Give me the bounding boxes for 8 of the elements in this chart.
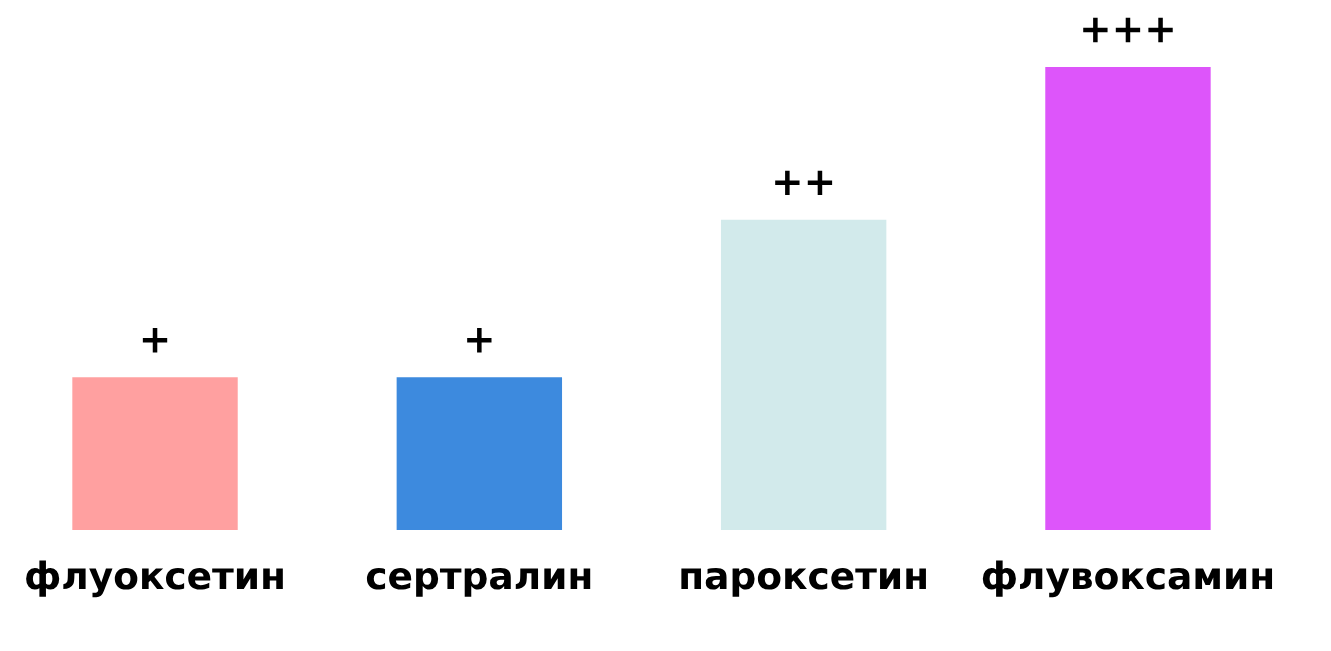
x-tick-label: флувоксамин xyxy=(982,560,1273,598)
annotation: ++ xyxy=(775,170,833,196)
annotation: + xyxy=(142,328,168,353)
x-tick-label: флуоксетин xyxy=(26,560,283,598)
annotation: + xyxy=(467,328,492,353)
annotation: +++ xyxy=(1083,17,1173,43)
x-tick-label: пароксетин xyxy=(681,568,926,597)
x-tick-label: сертралин xyxy=(366,568,591,597)
